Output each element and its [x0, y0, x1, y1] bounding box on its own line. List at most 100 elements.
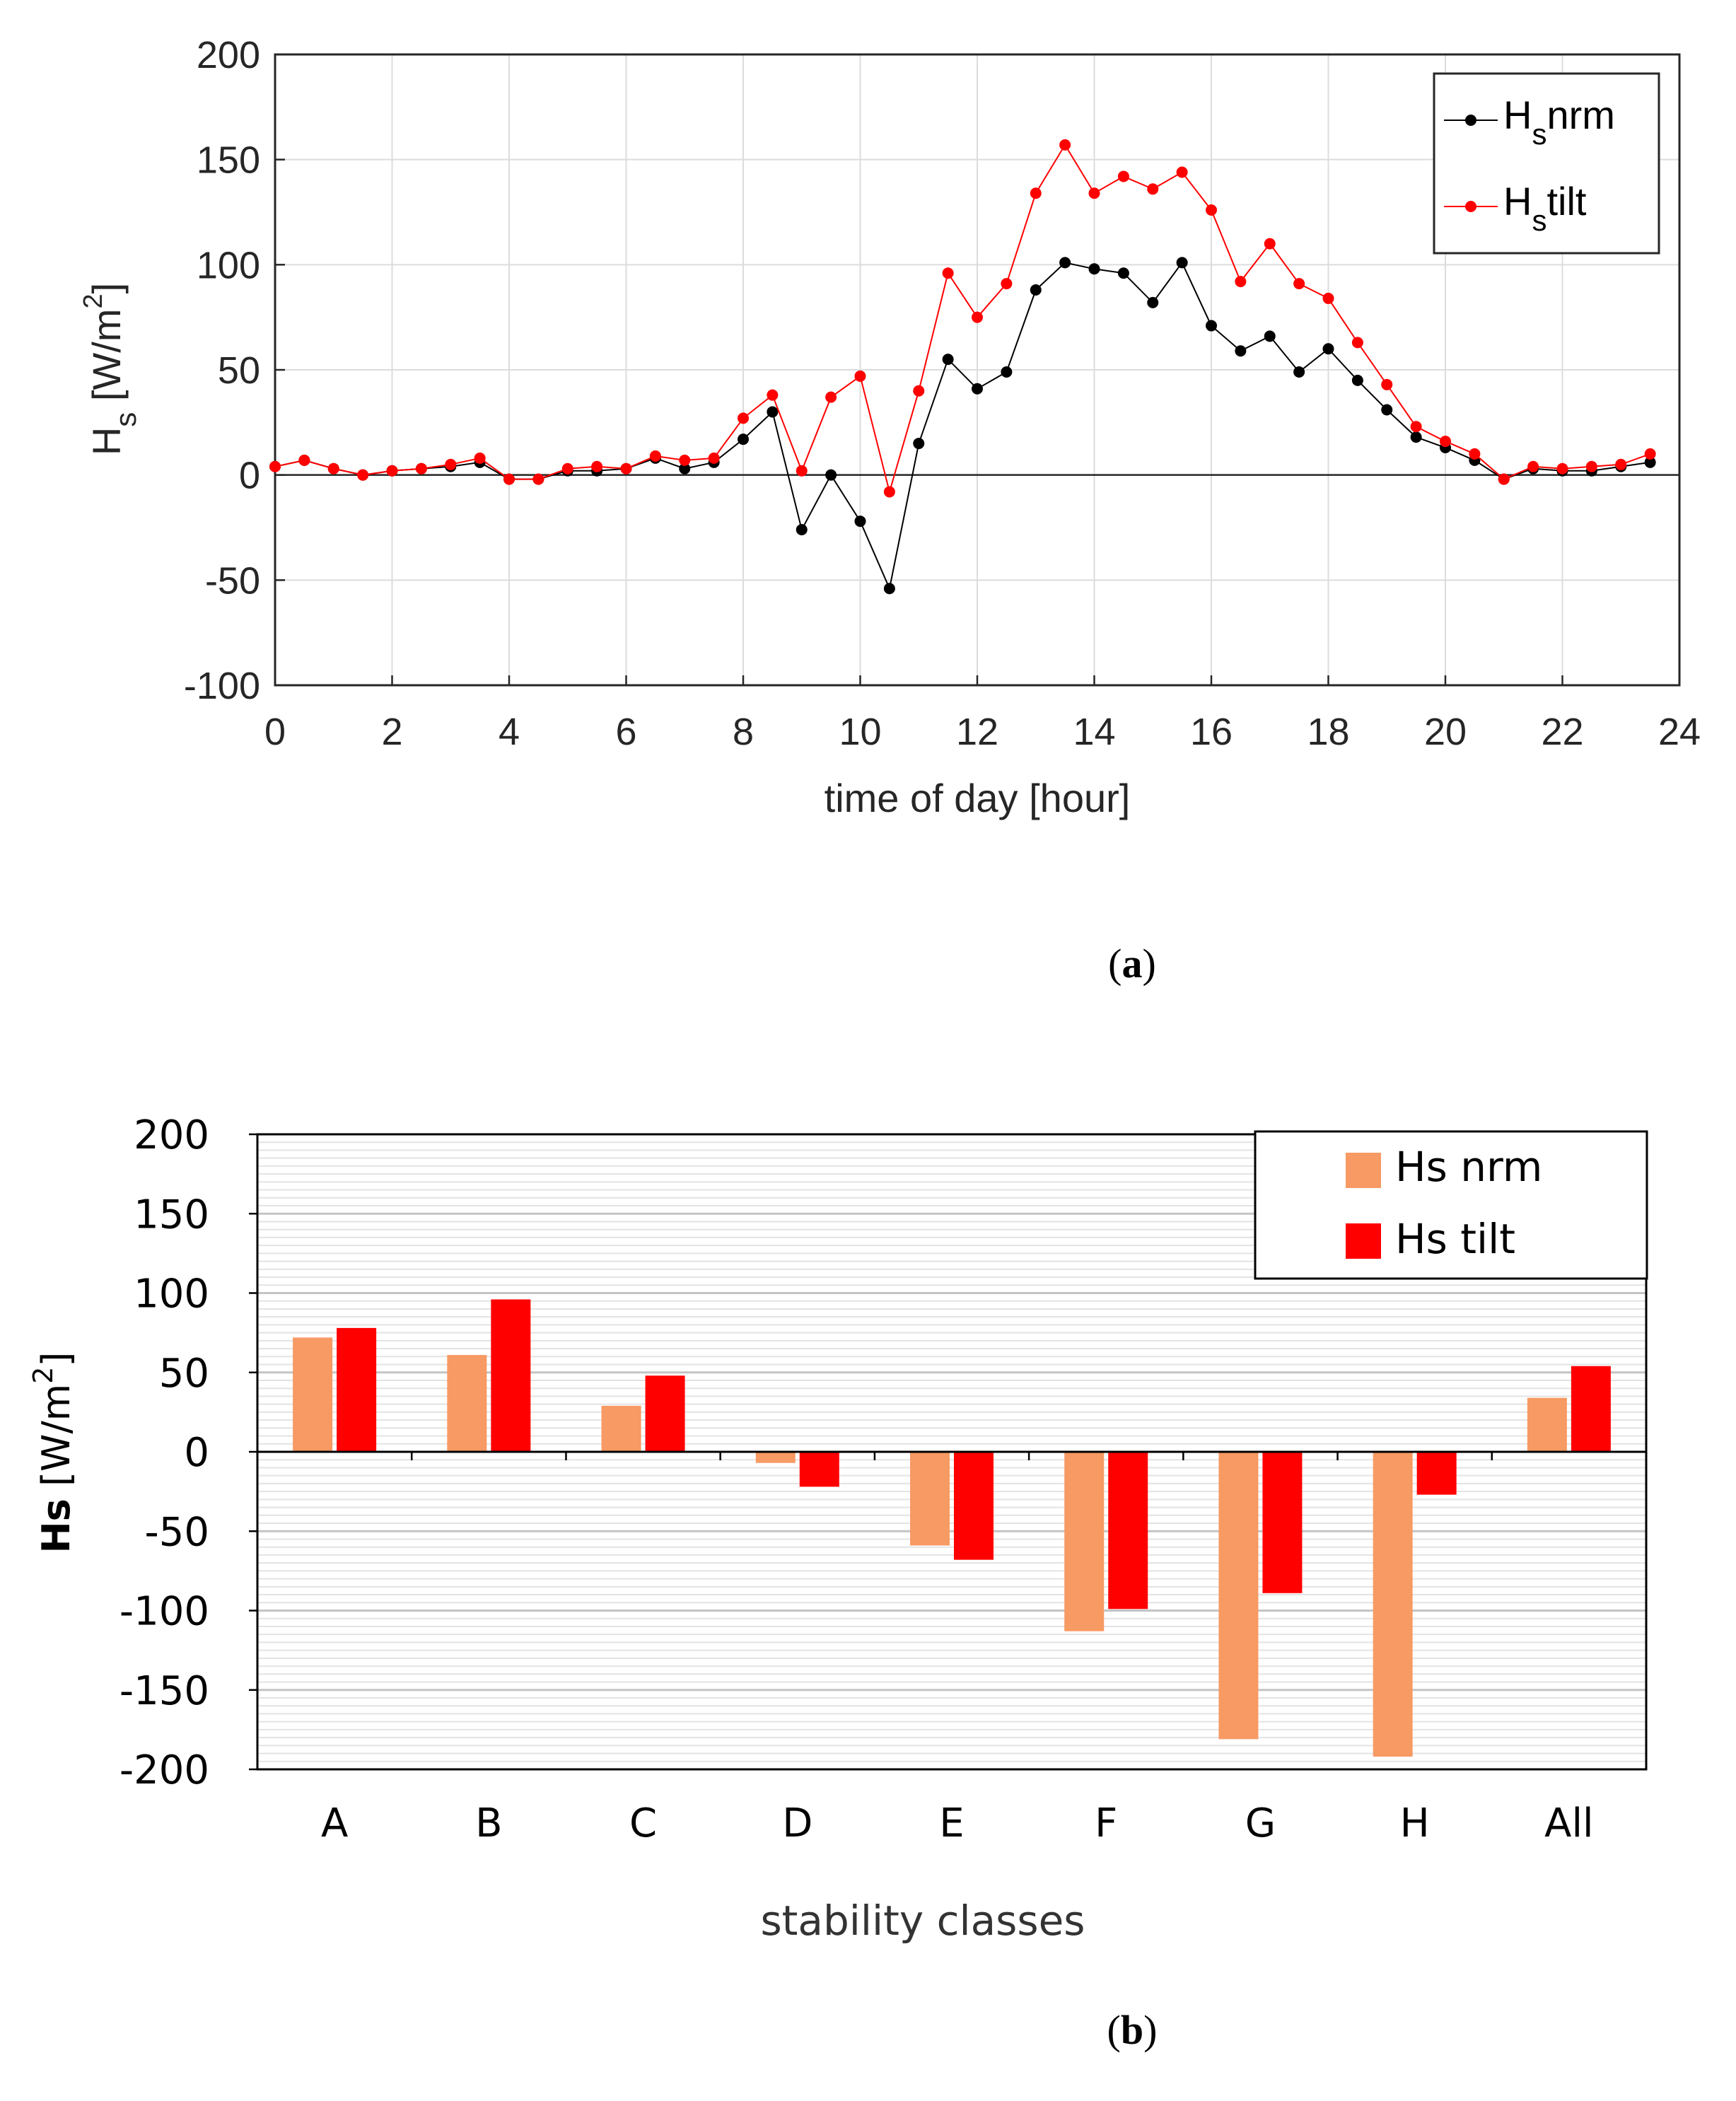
panel-b-y-tick-label: 150 — [134, 1192, 209, 1238]
panel-a-y-tick-label: -100 — [184, 665, 260, 707]
panel-a-x-tick-label: 2 — [381, 711, 402, 753]
panel-b-y-tick-label: 0 — [184, 1430, 209, 1476]
panel-b-y-tick-label: 200 — [134, 1112, 209, 1158]
panel-a-point-tilt — [1001, 278, 1013, 290]
panel-b-y-tick-label: -50 — [145, 1509, 209, 1555]
panel-a-point-tilt — [298, 454, 310, 466]
panel-a-point-nrm — [796, 523, 808, 535]
panel-b-y-tick-label: 100 — [134, 1271, 209, 1317]
panel-a-point-nrm — [972, 383, 983, 395]
panel-b-x-axis-title: stability classes — [760, 1897, 1085, 1945]
panel-a-point-tilt — [591, 460, 603, 472]
panel-a-point-nrm — [1030, 284, 1042, 296]
panel-a-x-tick-label: 16 — [1190, 711, 1233, 753]
panel-b-y-tick-label: -100 — [120, 1589, 209, 1635]
panel-a-point-tilt — [1644, 448, 1656, 460]
panel-b-x-tick-label: All — [1544, 1800, 1593, 1846]
panel-b-bar-tilt-B — [491, 1299, 531, 1452]
panel-a-y-tick-labels: -100 -50 0 50 100 150 200 — [184, 34, 285, 707]
panel-b-x-tick-label: F — [1095, 1800, 1117, 1846]
panel-a-point-tilt — [1147, 183, 1159, 195]
panel-a-point-tilt — [1585, 460, 1597, 472]
panel-b-bar-tilt-G — [1262, 1452, 1303, 1593]
panel-a-point-nrm — [679, 462, 691, 475]
panel-b-y-tick-labels: -200 -150 -100 -50 0 50 100 150 200 — [120, 1112, 257, 1793]
panel-a-point-tilt — [1206, 204, 1217, 216]
panel-b-legend-tilt-label: Hs tilt — [1395, 1215, 1515, 1263]
panel-a-x-tick-label: 4 — [499, 711, 520, 753]
panel-a-point-tilt — [386, 465, 398, 477]
panel-a-point-nrm — [883, 583, 895, 595]
panel-b-legend-tilt-swatch — [1346, 1223, 1381, 1259]
panel-a-point-nrm — [1381, 404, 1393, 416]
panel-b-x-tick-label: B — [475, 1800, 502, 1846]
panel-b-bar-nrm-D — [755, 1452, 796, 1463]
panel-b-zero-axis — [257, 1450, 1646, 1460]
panel-b-legend-nrm-swatch — [1346, 1153, 1381, 1188]
panel-a-point-tilt — [532, 473, 544, 485]
panel-a-legend-item-tilt: Hstilt — [1444, 179, 1587, 237]
panel-a-point-nrm — [1059, 257, 1071, 269]
panel-a-legend-nrm-label: Hsnrm — [1503, 93, 1615, 151]
panel-b-bar-nrm-A — [293, 1337, 333, 1452]
panel-b-caption: (b) — [1107, 2007, 1158, 2053]
panel-a-x-tick-label: 24 — [1658, 711, 1701, 753]
panel-b-bar-nrm-G — [1218, 1452, 1259, 1740]
panel-b-bar-tilt-F — [1108, 1452, 1148, 1610]
panel-a-point-tilt — [1556, 462, 1568, 475]
panel-a-y-tick-label: 0 — [239, 455, 260, 497]
panel-b-legend-item-nrm: Hs nrm — [1346, 1143, 1542, 1191]
panel-b-legend-box — [1254, 1130, 1648, 1280]
panel-a-point-tilt — [825, 391, 837, 403]
panel-a-x-tick-label: 8 — [733, 711, 754, 753]
panel-a-x-tick-label: 0 — [264, 711, 286, 753]
panel-a-point-tilt — [913, 385, 925, 397]
panel-b-bar-tilt-H — [1416, 1452, 1457, 1495]
panel-a-y-tick-label: 100 — [197, 244, 260, 286]
panel-a-point-tilt — [1030, 187, 1042, 199]
panel-a-x-tick-label: 20 — [1424, 711, 1467, 753]
panel-a-point-tilt — [649, 450, 661, 462]
panel-a-point-tilt — [1235, 276, 1247, 288]
panel-a-x-tick-label: 18 — [1307, 711, 1349, 753]
panel-a-point-tilt — [474, 452, 486, 464]
panel-a-point-tilt — [796, 465, 808, 477]
panel-a-point-tilt — [415, 462, 427, 475]
panel-a-point-tilt — [1176, 166, 1188, 178]
panel-b-x-tick-label: C — [629, 1800, 657, 1846]
panel-a-point-nrm — [1410, 431, 1422, 443]
panel-a-point-tilt — [972, 311, 983, 323]
panel-a-x-tick-label: 6 — [615, 711, 636, 753]
panel-b-legend-item-tilt: Hs tilt — [1346, 1215, 1515, 1263]
panel-a-point-tilt — [1440, 436, 1451, 448]
panel-a-series — [269, 139, 1656, 595]
panel-a-point-tilt — [679, 454, 691, 466]
panel-b-x-tick-label: A — [321, 1800, 348, 1846]
panel-b-bar-tilt-All — [1571, 1366, 1611, 1452]
panel-a-point-tilt — [1351, 337, 1363, 349]
panel-a-legend-box — [1433, 72, 1660, 255]
panel-a-point-tilt — [1615, 458, 1627, 470]
panel-b-bar-tilt-A — [337, 1327, 377, 1452]
panel-a-point-tilt — [1410, 421, 1422, 433]
panel-b-x-tick-label: D — [782, 1800, 812, 1846]
panel-a-point-tilt — [708, 452, 720, 464]
panel-a-point-tilt — [1088, 187, 1100, 199]
panel-b-bar-nrm-F — [1064, 1452, 1105, 1631]
panel-a-point-tilt — [1117, 170, 1129, 182]
panel-a-point-tilt — [738, 412, 749, 424]
panel-a-legend-nrm-swatch-marker — [1465, 115, 1476, 126]
panel-b-y-tick-label: -200 — [120, 1747, 209, 1793]
panel-b-x-tick-labels: A B C D E F G H All — [321, 1800, 1594, 1846]
panel-a-point-nrm — [942, 354, 954, 366]
panel-a-point-nrm — [1147, 296, 1159, 308]
panel-a-point-nrm — [825, 469, 837, 481]
panel-a-point-tilt — [854, 370, 866, 382]
panel-a-x-tick-label: 10 — [839, 711, 881, 753]
panel-b-y-tick-label: -150 — [120, 1668, 209, 1714]
panel-a-point-tilt — [357, 469, 369, 481]
panel-a-point-tilt — [883, 486, 895, 498]
panel-b-bars — [293, 1299, 1611, 1757]
